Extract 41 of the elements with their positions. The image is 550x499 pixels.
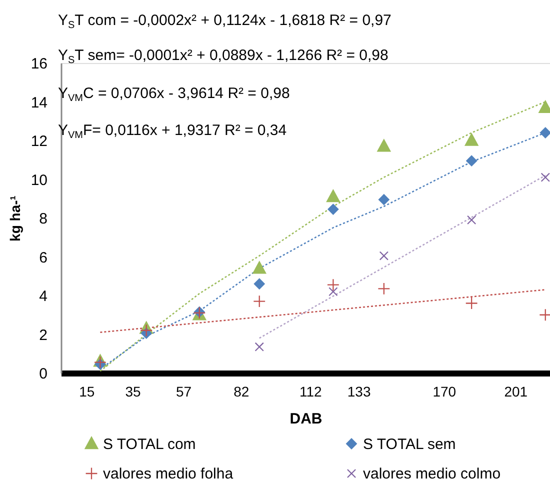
point — [540, 309, 550, 321]
x-tick-label: 201 — [504, 384, 528, 400]
y-tick-label: 14 — [30, 94, 48, 112]
legend-label: S TOTAL com — [103, 436, 196, 453]
point — [254, 342, 264, 352]
point — [466, 155, 478, 167]
point — [252, 260, 266, 274]
x-axis-title: DAB — [290, 410, 322, 428]
point — [376, 138, 392, 152]
x-tick-label: 57 — [176, 384, 192, 400]
point — [254, 278, 266, 290]
point — [378, 283, 390, 294]
y-tick-label: 8 — [39, 210, 48, 228]
point — [379, 251, 388, 260]
y-tick-label: 0 — [39, 366, 48, 382]
x-tick-label: 35 — [125, 384, 141, 400]
y-tick-label: 4 — [39, 288, 48, 305]
y-tick-label: 6 — [39, 249, 48, 266]
point — [327, 204, 339, 215]
legend-label: valores medio colmo — [363, 466, 501, 482]
point — [378, 194, 390, 206]
point — [466, 298, 478, 309]
y-tick-label: 10 — [30, 172, 48, 189]
point — [254, 296, 266, 308]
x-tick-label: 112 — [299, 384, 322, 400]
point — [328, 287, 338, 296]
point — [326, 188, 340, 202]
point — [467, 216, 476, 224]
legend-label: valores medio folha — [103, 466, 234, 482]
x-tick-label: 170 — [432, 384, 456, 400]
y-axis-title: kg ha-¹ — [6, 195, 23, 242]
point — [540, 127, 550, 138]
x-tick-label: 15 — [79, 384, 95, 400]
y-tick-label: 16 — [30, 56, 48, 72]
point — [464, 132, 479, 146]
point — [540, 172, 550, 182]
y-tick-label: 2 — [39, 326, 48, 344]
legend-label: S TOTAL sem — [363, 436, 456, 453]
x-tick-label: 82 — [234, 384, 250, 400]
x-tick-label: 133 — [347, 384, 371, 400]
y-tick-label: 12 — [30, 133, 48, 150]
